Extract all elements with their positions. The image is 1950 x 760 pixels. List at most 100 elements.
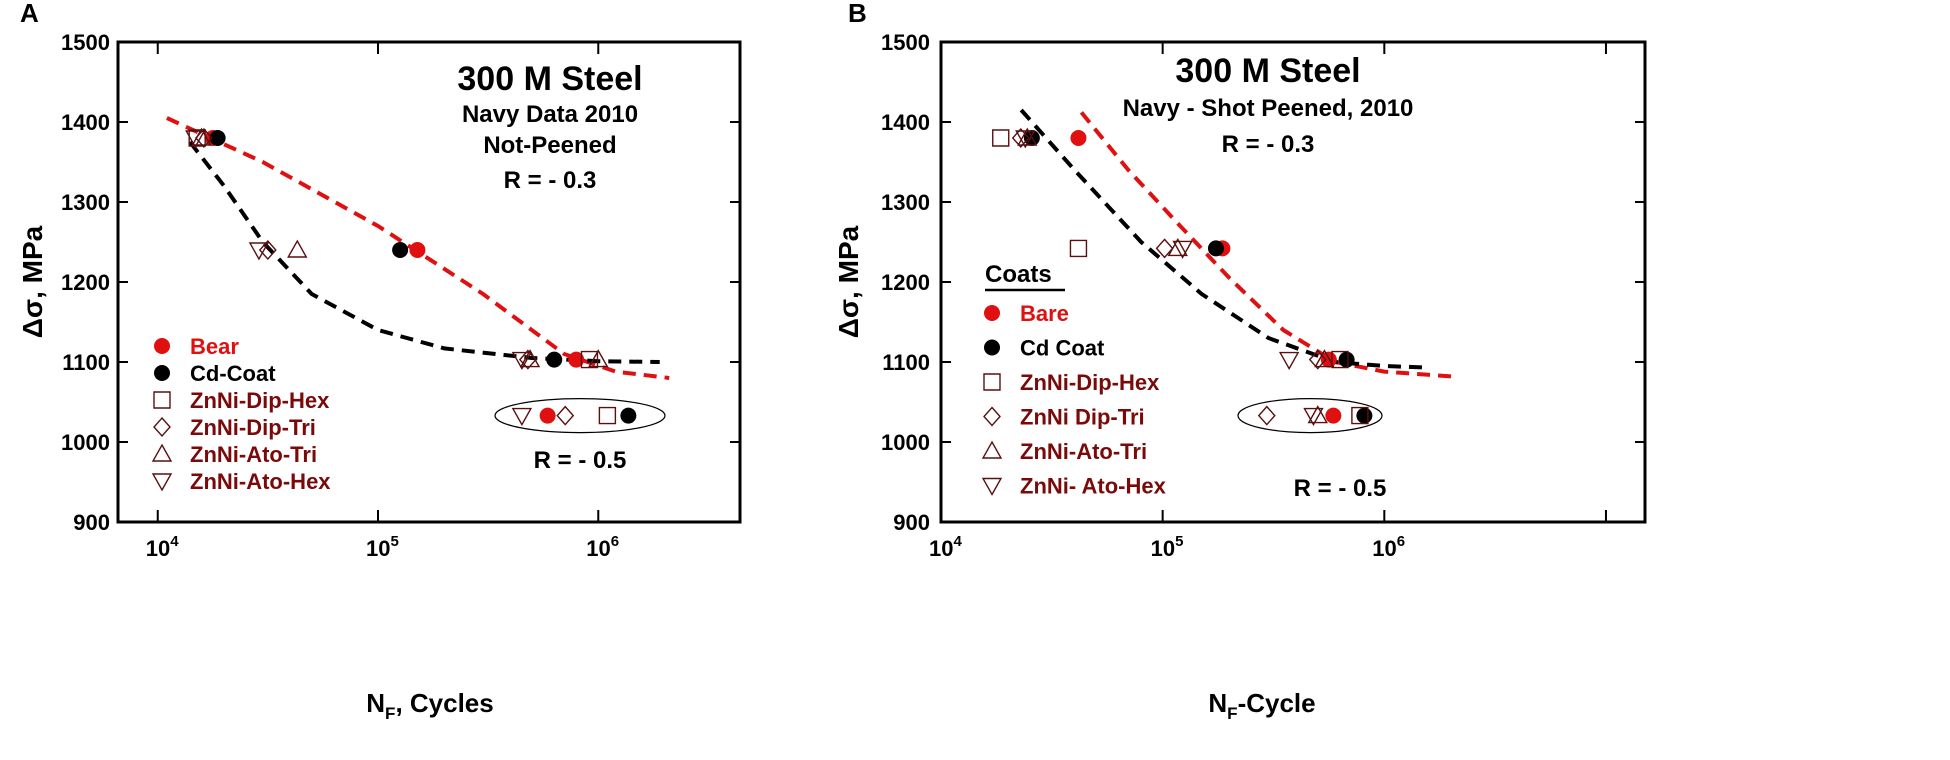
legend-label: Cd Coat	[1020, 336, 1105, 361]
data-point	[1325, 407, 1342, 424]
x-label-sub: F	[1227, 704, 1237, 723]
data-point	[1015, 130, 1036, 149]
data-point	[1356, 407, 1373, 424]
data-point	[1308, 349, 1327, 370]
data-point	[185, 130, 206, 149]
x-tick-base: 10	[586, 536, 610, 561]
data-point	[1331, 350, 1349, 369]
x-tick-label: 104	[929, 533, 962, 561]
x-tick-exponent: 6	[1397, 533, 1405, 550]
x-label-main: N	[1208, 688, 1227, 718]
x-axis-label: NF, Cycles	[366, 688, 493, 723]
data-point	[1314, 349, 1335, 368]
legend-marker	[151, 473, 173, 492]
x-axis-label: NF-Cycle	[1208, 688, 1315, 723]
y-tick-label: 1200	[61, 270, 110, 295]
legend-marker	[151, 443, 173, 462]
data-point	[409, 242, 426, 258]
y-tick-label: 1100	[882, 350, 930, 375]
x-tick-exponent: 4	[170, 533, 179, 550]
data-point	[248, 242, 270, 261]
y-tick-label: 1000	[881, 430, 930, 455]
y-tick-label: 1200	[881, 270, 930, 295]
annotation-r-0-5: R = - 0.5	[534, 447, 627, 474]
data-point	[580, 350, 599, 369]
panel-letter: B	[848, 0, 867, 28]
legend-label: ZnNi-Dip-Tri	[190, 415, 316, 440]
x-tick-base: 10	[1151, 536, 1175, 561]
fit-curve	[1079, 111, 1452, 379]
x-tick-base: 10	[1372, 536, 1396, 561]
y-tick-label: 1100	[62, 350, 110, 375]
r-0-5-group-ellipse	[1237, 398, 1383, 434]
data-point	[1011, 127, 1030, 149]
data-point	[1303, 407, 1324, 427]
y-tick-label: 1400	[881, 110, 930, 135]
x-label-main: N	[366, 688, 385, 718]
y-tick-label: 1400	[61, 110, 110, 135]
x-tick-label: 105	[1151, 533, 1184, 561]
legend-label: ZnNi-Ato-Tri	[1020, 439, 1147, 464]
data-point	[1172, 240, 1193, 259]
legend-label: ZnNi-Dip-Hex	[190, 388, 330, 413]
data-point	[992, 129, 1010, 147]
legend-label: ZnNi-Dip-Hex	[1020, 370, 1160, 395]
legend-marker	[981, 477, 1003, 496]
data-point	[392, 242, 409, 258]
fit-curve	[1019, 108, 1430, 370]
x-label-sub: F	[385, 704, 395, 723]
legend-marker	[154, 338, 170, 354]
legend: BearCd-CoatZnNi-Dip-HexZnNi-Dip-TriZnNi-…	[151, 334, 331, 494]
y-axis-label: Δσ, MPa	[17, 225, 48, 338]
annotation: R = - 0.3	[1222, 131, 1315, 158]
data-point	[1155, 238, 1174, 259]
data-point	[1070, 130, 1087, 146]
data-point	[258, 239, 277, 261]
legend-marker	[153, 416, 171, 438]
data-point	[191, 127, 212, 146]
fit-curve	[166, 116, 670, 380]
legend-marker	[984, 339, 1000, 356]
x-tick-exponent: 6	[611, 533, 619, 550]
data-point	[568, 351, 585, 368]
data-point	[1307, 405, 1328, 424]
y-tick-label: 1300	[61, 190, 110, 215]
data-point	[287, 239, 308, 258]
x-tick-label: 104	[146, 533, 179, 561]
x-tick-exponent: 4	[953, 533, 962, 550]
x-tick-label: 106	[1372, 533, 1405, 561]
data-point	[519, 349, 541, 368]
legend-label: Cd-Coat	[190, 361, 276, 386]
data-point	[511, 351, 533, 371]
annotation: 300 M Steel	[1175, 52, 1360, 90]
x-label-rest: -Cycle	[1238, 688, 1316, 718]
y-axis-label: Δσ, MPa	[833, 225, 864, 338]
data-point	[1278, 351, 1300, 371]
panel-letter: A	[20, 0, 39, 28]
data-point	[511, 407, 533, 427]
legend-marker	[983, 373, 1001, 391]
data-point	[1207, 240, 1224, 257]
legend-marker	[984, 305, 1000, 321]
annotation: Not-Peened	[483, 132, 616, 159]
data-point	[620, 407, 637, 424]
x-tick-label: 106	[586, 533, 619, 561]
x-tick-base: 10	[146, 536, 170, 561]
x-tick-label: 105	[366, 533, 399, 561]
data-point	[1017, 127, 1038, 146]
legend-title: Coats	[985, 261, 1052, 288]
legend-label: ZnNi Dip-Tri	[1020, 405, 1145, 430]
legend-marker	[983, 406, 1001, 427]
y-tick-label: 1500	[61, 30, 110, 55]
data-point	[539, 407, 556, 424]
data-point	[556, 405, 575, 426]
legend-label: Bear	[190, 334, 239, 359]
annotation-r-0-5: R = - 0.5	[1294, 475, 1387, 502]
annotation: 300 M Steel	[457, 60, 642, 98]
data-point	[1351, 406, 1369, 425]
data-point	[1069, 239, 1088, 258]
legend-marker	[154, 365, 170, 381]
